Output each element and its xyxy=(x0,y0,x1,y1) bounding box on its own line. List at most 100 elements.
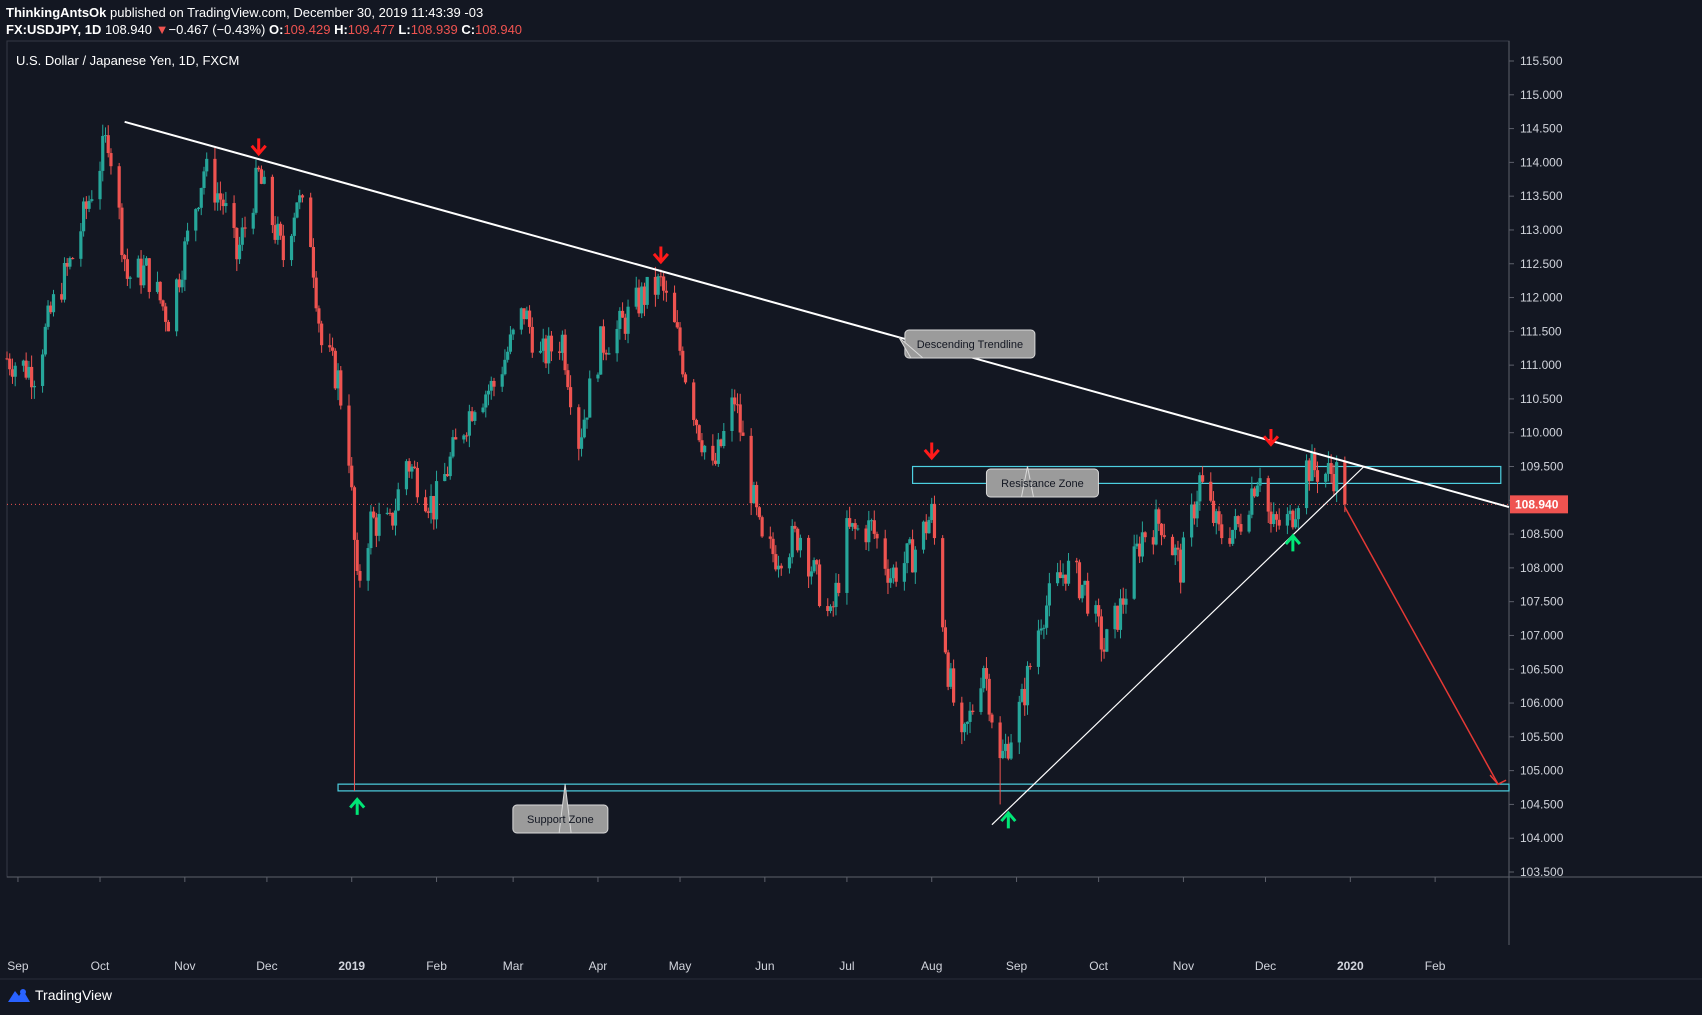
candle xyxy=(350,457,354,491)
candle xyxy=(716,432,720,467)
candle-body xyxy=(891,567,896,579)
candle xyxy=(46,300,50,330)
candle xyxy=(1324,472,1328,488)
candle-body xyxy=(1247,514,1251,532)
price-tick-label: 115.500 xyxy=(1520,54,1563,68)
support-callout-label: Support Zone xyxy=(527,814,594,826)
candle xyxy=(585,417,589,429)
candle-body xyxy=(60,294,64,300)
candle xyxy=(703,444,707,460)
candle-body xyxy=(65,262,69,267)
candle xyxy=(1124,588,1128,614)
price-axis[interactable]: 103.500 104.000 104.500 105.000 105.500 106.0… xyxy=(1509,54,1568,879)
high-label: H: xyxy=(334,22,348,37)
candle xyxy=(40,349,45,393)
candle xyxy=(1113,602,1117,639)
candle-body xyxy=(183,241,187,280)
candle-body xyxy=(692,382,696,420)
candle-body xyxy=(470,411,474,421)
candle xyxy=(448,452,452,480)
trendlines[interactable] xyxy=(124,120,1510,826)
candle xyxy=(1097,598,1101,627)
candle-body xyxy=(30,366,34,388)
candle xyxy=(101,124,105,182)
candle-body xyxy=(960,702,964,733)
brand[interactable]: TradingView xyxy=(8,987,112,1003)
candle xyxy=(317,305,321,333)
candle xyxy=(990,712,994,729)
candle-body xyxy=(1023,688,1027,706)
candle-body xyxy=(1343,462,1347,505)
candle-body xyxy=(224,203,228,207)
candle-body xyxy=(1176,547,1180,550)
candle xyxy=(473,410,477,425)
candle-body xyxy=(1077,562,1082,599)
last-price-tag-label: 108.940 xyxy=(1515,497,1559,511)
candle xyxy=(1269,502,1273,533)
candle-body xyxy=(101,135,105,171)
candle-body xyxy=(626,306,630,334)
brand-name: TradingView xyxy=(35,987,113,1003)
candle-body xyxy=(872,520,876,534)
candle xyxy=(796,527,800,553)
candle-body xyxy=(930,503,934,521)
candle-body xyxy=(139,258,143,286)
candle-body xyxy=(262,176,266,184)
candle-body xyxy=(519,308,523,330)
candle-body xyxy=(837,582,841,593)
candle xyxy=(1176,540,1180,562)
candle-body xyxy=(1086,580,1090,614)
candle xyxy=(320,320,324,353)
candle-body xyxy=(1250,488,1254,515)
price-tick-label: 103.500 xyxy=(1520,865,1564,879)
price-tick-label: 112.000 xyxy=(1520,291,1563,305)
price-tick-label: 107.500 xyxy=(1520,595,1564,609)
candle-body xyxy=(1190,504,1194,538)
candle xyxy=(1190,493,1194,547)
candle-body xyxy=(177,279,181,288)
price-tick-label: 105.500 xyxy=(1520,730,1564,744)
candle-body xyxy=(1288,510,1292,515)
candle-body xyxy=(366,548,370,581)
candle-body xyxy=(374,517,378,536)
candle-body xyxy=(1335,462,1339,492)
price-tick-label: 108.000 xyxy=(1520,561,1564,575)
candle-body xyxy=(79,231,83,259)
candle-body xyxy=(1329,463,1333,475)
buy-arrow-icon xyxy=(349,797,366,815)
candle-body xyxy=(161,300,165,307)
candle-body xyxy=(1326,463,1331,474)
trendline-callout-label: Descending Trendline xyxy=(917,339,1023,351)
candle-body xyxy=(908,539,912,544)
candle-body xyxy=(281,235,285,261)
candle xyxy=(921,520,926,554)
candle-body xyxy=(867,520,871,543)
candle xyxy=(144,256,149,266)
candle xyxy=(568,375,573,415)
time-axis[interactable]: Sep Oct Nov Dec 2019 Feb Mar Apr May Jun Jul Aug Sep… xyxy=(7,877,1446,973)
candle xyxy=(656,273,660,299)
candle xyxy=(139,250,143,294)
candle xyxy=(1102,637,1106,659)
candle xyxy=(65,258,69,276)
candle xyxy=(273,216,277,244)
candle xyxy=(965,721,969,735)
candle-body xyxy=(886,568,890,583)
callouts: Descending Trendline Resistance Zone Suppo… xyxy=(512,329,1099,834)
candle-body xyxy=(664,290,668,293)
sell-arrow-icon xyxy=(250,138,267,157)
candle-body xyxy=(672,292,677,323)
candle xyxy=(787,553,792,574)
buy-arrow-icon xyxy=(1000,810,1017,829)
candle-body xyxy=(549,335,554,352)
candle-body xyxy=(5,358,9,360)
resistance-zone xyxy=(911,465,1502,484)
candle xyxy=(672,285,677,323)
candle-body xyxy=(270,176,274,226)
candle xyxy=(1307,458,1311,491)
candle-body xyxy=(1217,511,1221,525)
candle-body xyxy=(388,512,392,514)
candle xyxy=(642,282,647,317)
publisher-name[interactable]: ThinkingAntsOk xyxy=(6,5,107,20)
